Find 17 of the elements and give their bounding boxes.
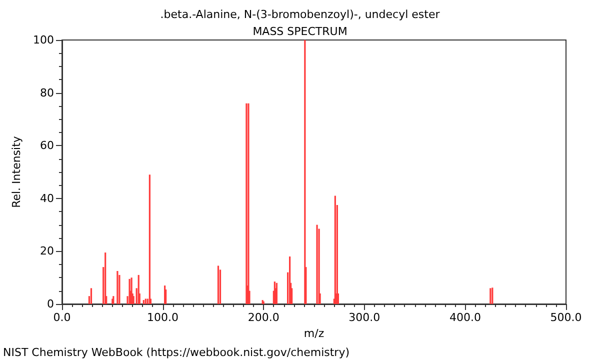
y-axis-title: Rel. Intensity: [10, 136, 24, 208]
x-tick-label: 300.0: [348, 311, 380, 324]
y-tick-label: 60: [40, 139, 54, 152]
x-axis-title: m/z: [304, 326, 324, 340]
y-tick-label: 40: [40, 192, 54, 205]
chart-subtitle: MASS SPECTRUM: [252, 25, 348, 38]
x-tick-label: 0.0: [53, 311, 71, 324]
y-tick-label: 20: [40, 244, 54, 258]
x-tick-label: 500.0: [550, 311, 582, 324]
y-tick-label: 0: [47, 298, 54, 310]
x-tick-label: 200.0: [248, 311, 280, 324]
x-tick-label: 400.0: [449, 311, 481, 324]
text: NIST Chemistry WebBook (https://webbook.nist.gov/chemistry): [3, 346, 350, 359]
y-tick-label: 80: [40, 86, 54, 100]
x-tick-label: 100.0: [147, 311, 179, 324]
y-tick-label: 100: [33, 34, 54, 46]
chart-title: .beta.-Alanine, N-(3-bromobenzoyl)-, undecyl ester: [160, 8, 440, 21]
